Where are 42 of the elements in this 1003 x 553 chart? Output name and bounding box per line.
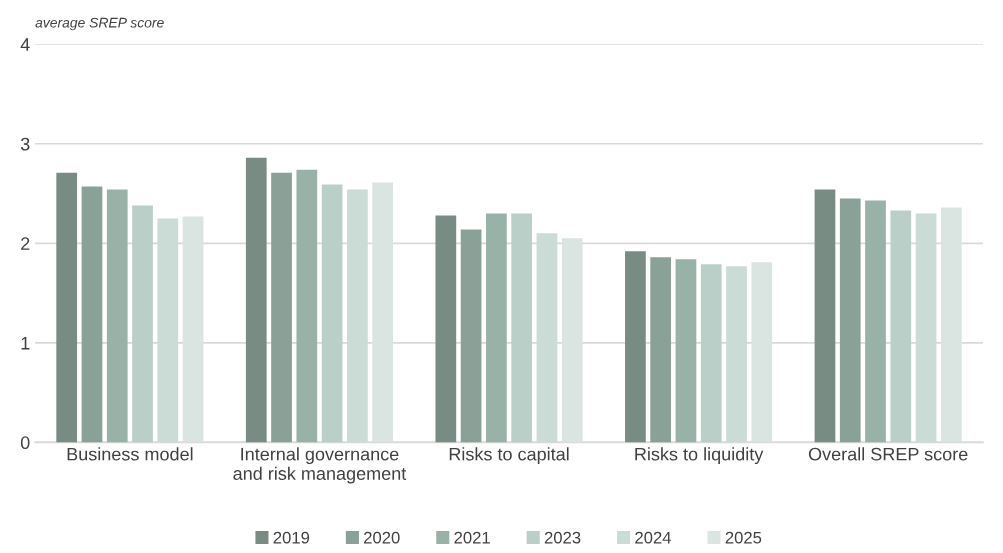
y-tick-label: 2	[21, 237, 30, 250]
bar	[460, 229, 482, 443]
x-tick-label: Risks to liquidity	[635, 447, 764, 465]
x-tick-label: Risks to capital	[449, 447, 569, 465]
bar	[486, 213, 507, 443]
legend-label: 2020	[364, 531, 400, 544]
y-tick-label: 1	[21, 336, 30, 350]
bar	[890, 210, 912, 443]
bar	[915, 213, 937, 443]
legend-label: 2019	[273, 531, 310, 544]
bar	[271, 172, 292, 443]
bar	[245, 157, 267, 443]
y-tick-label: 0	[20, 436, 30, 450]
bar	[536, 233, 558, 443]
bar	[347, 189, 368, 443]
bar	[814, 189, 836, 443]
bar	[625, 251, 646, 443]
bar	[700, 264, 722, 443]
bar	[865, 200, 886, 443]
y-tick-label: 3	[20, 137, 30, 151]
x-tick-label: Overall SREP score	[808, 447, 968, 461]
bar	[650, 257, 672, 443]
bar	[56, 172, 78, 443]
legend-label: 2024	[635, 531, 672, 544]
bar	[675, 259, 697, 443]
bar	[435, 215, 457, 443]
bar	[321, 184, 343, 443]
legend-label: 2025	[725, 531, 762, 544]
bar	[157, 218, 179, 443]
bar	[106, 189, 128, 443]
y-tick-label: 4	[20, 38, 30, 51]
legend-label: 2021	[454, 531, 490, 544]
y-axis-title: average SREP score	[35, 17, 164, 31]
bar	[81, 186, 103, 443]
x-tick-label: Internal governance and risk management	[233, 447, 407, 484]
bar	[132, 205, 153, 443]
legend-label: 2023	[544, 531, 581, 544]
bar	[296, 169, 318, 443]
bar	[839, 198, 861, 443]
x-tick-label: Business model	[67, 447, 193, 461]
bar	[726, 266, 747, 443]
bar	[511, 213, 533, 443]
